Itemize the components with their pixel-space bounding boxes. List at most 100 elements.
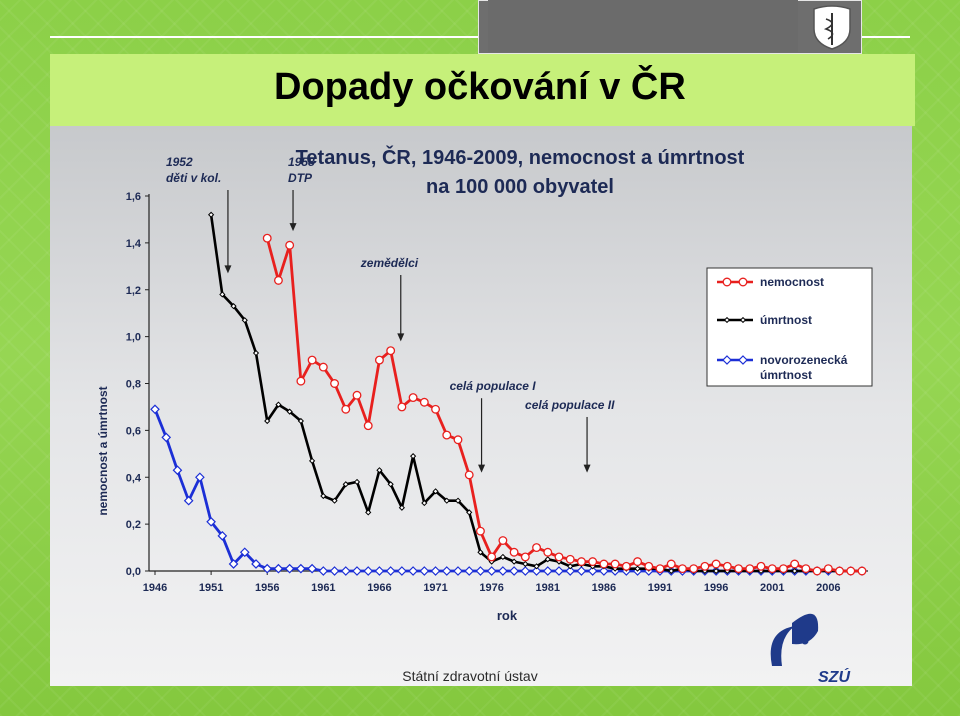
data-point <box>634 565 641 572</box>
annotations: 1952 děti v kol. 1958 DTP zemědělci celá popu… <box>166 155 615 473</box>
data-point <box>432 488 439 495</box>
data-point <box>374 355 384 365</box>
data-point <box>353 478 361 486</box>
data-point <box>239 547 250 558</box>
data-point <box>565 554 575 564</box>
data-point <box>520 566 531 576</box>
data-point <box>464 470 474 480</box>
data-point <box>397 402 407 412</box>
footer: Státní zdravotní ústav <box>402 668 537 684</box>
data-point <box>812 566 822 576</box>
chart-title-line2: na 100 000 obyvatel <box>426 176 614 198</box>
data-point <box>522 560 529 568</box>
data-point <box>576 566 587 576</box>
data-point <box>262 233 272 243</box>
data-point <box>340 566 351 576</box>
data-point <box>738 277 748 287</box>
data-point <box>318 362 328 372</box>
legend-item-nemocnost: nemocnost <box>717 275 824 289</box>
data-point <box>655 564 665 574</box>
data-point <box>454 497 462 504</box>
data-point <box>542 566 553 576</box>
x-tick-label: 1976 <box>479 582 503 594</box>
data-point <box>846 566 856 576</box>
x-tick-label: 1971 <box>423 582 447 594</box>
data-point <box>352 390 362 400</box>
data-point <box>745 564 755 574</box>
data-point <box>385 566 396 576</box>
data-point <box>723 316 731 324</box>
x-axis-label: rok <box>497 608 518 623</box>
data-point <box>251 559 261 569</box>
data-point <box>464 566 475 576</box>
data-point <box>330 379 340 388</box>
data-point <box>734 564 744 574</box>
data-point <box>206 516 216 527</box>
data-point <box>509 547 519 557</box>
data-point <box>599 559 609 569</box>
data-point <box>722 277 732 287</box>
footer-text: Státní zdravotní ústav <box>402 668 537 684</box>
x-tick-label: 1961 <box>311 582 335 594</box>
y-tick-label: 1,4 <box>126 238 142 250</box>
y-tick-label: 0,0 <box>126 566 141 578</box>
data-point <box>341 404 351 414</box>
data-point <box>466 509 473 516</box>
data-point <box>576 557 586 567</box>
annotation: 1952 děti v kol. <box>166 155 232 274</box>
data-point <box>565 566 576 576</box>
data-point <box>307 563 317 574</box>
legend: nemocnost úmrtnost novorozenecká úmrtnost <box>706 267 873 387</box>
data-point <box>511 558 518 565</box>
slide-title: Dopady očkování v ČR <box>274 66 686 108</box>
annotation-label: děti v kol. <box>166 171 221 185</box>
x-tick-label: 1951 <box>199 582 223 594</box>
x-tick-label: 1981 <box>536 582 560 594</box>
annotation: celá populace II <box>525 398 615 473</box>
data-point <box>309 457 316 464</box>
data-point <box>307 355 317 365</box>
data-point <box>453 435 463 445</box>
data-point <box>533 563 540 570</box>
data-point <box>532 543 542 553</box>
annotation-arrowhead-icon <box>224 265 232 274</box>
frame-line-top-right <box>862 36 910 38</box>
data-point <box>264 417 271 425</box>
data-point <box>621 561 631 571</box>
data-point <box>296 563 306 574</box>
y-tick-label: 0,8 <box>126 379 141 391</box>
data-point <box>857 566 867 576</box>
x-tick-label: 2006 <box>816 582 840 594</box>
data-point <box>477 549 484 556</box>
annotation-label: 1958 <box>288 155 315 169</box>
data-point <box>430 566 441 576</box>
data-point <box>453 566 463 576</box>
data-point <box>296 376 306 386</box>
x-tick-label: 1991 <box>648 582 672 594</box>
legend-item-novorozenecka-umrtnost: novorozenecká úmrtnost <box>717 353 848 382</box>
data-point <box>544 556 551 563</box>
data-point <box>668 567 675 575</box>
data-point <box>285 240 295 250</box>
y-tick-label: 0,6 <box>126 425 141 437</box>
data-point <box>286 408 293 415</box>
data-point <box>363 566 374 576</box>
data-point <box>711 559 721 569</box>
data-point <box>410 453 417 460</box>
data-point <box>441 566 452 576</box>
data-point <box>713 567 720 575</box>
data-point <box>275 401 282 408</box>
chart-axes: 0,0 0,2 0,4 0,6 0,8 1,0 1,2 1,4 1,6 1946 1951 1956 1… <box>126 191 868 594</box>
szu-logo-figure-icon <box>770 626 795 666</box>
data-point <box>633 557 643 567</box>
data-point <box>498 536 508 545</box>
x-tick-label: 1996 <box>704 582 728 594</box>
data-point <box>443 497 450 504</box>
data-point <box>228 559 239 569</box>
y-axis-label: nemocnost a úmrtnost <box>96 386 110 515</box>
data-point <box>331 497 338 504</box>
data-point <box>588 557 598 567</box>
y-tick-label: 1,6 <box>126 191 141 203</box>
data-point <box>738 355 748 365</box>
data-point <box>486 566 497 576</box>
